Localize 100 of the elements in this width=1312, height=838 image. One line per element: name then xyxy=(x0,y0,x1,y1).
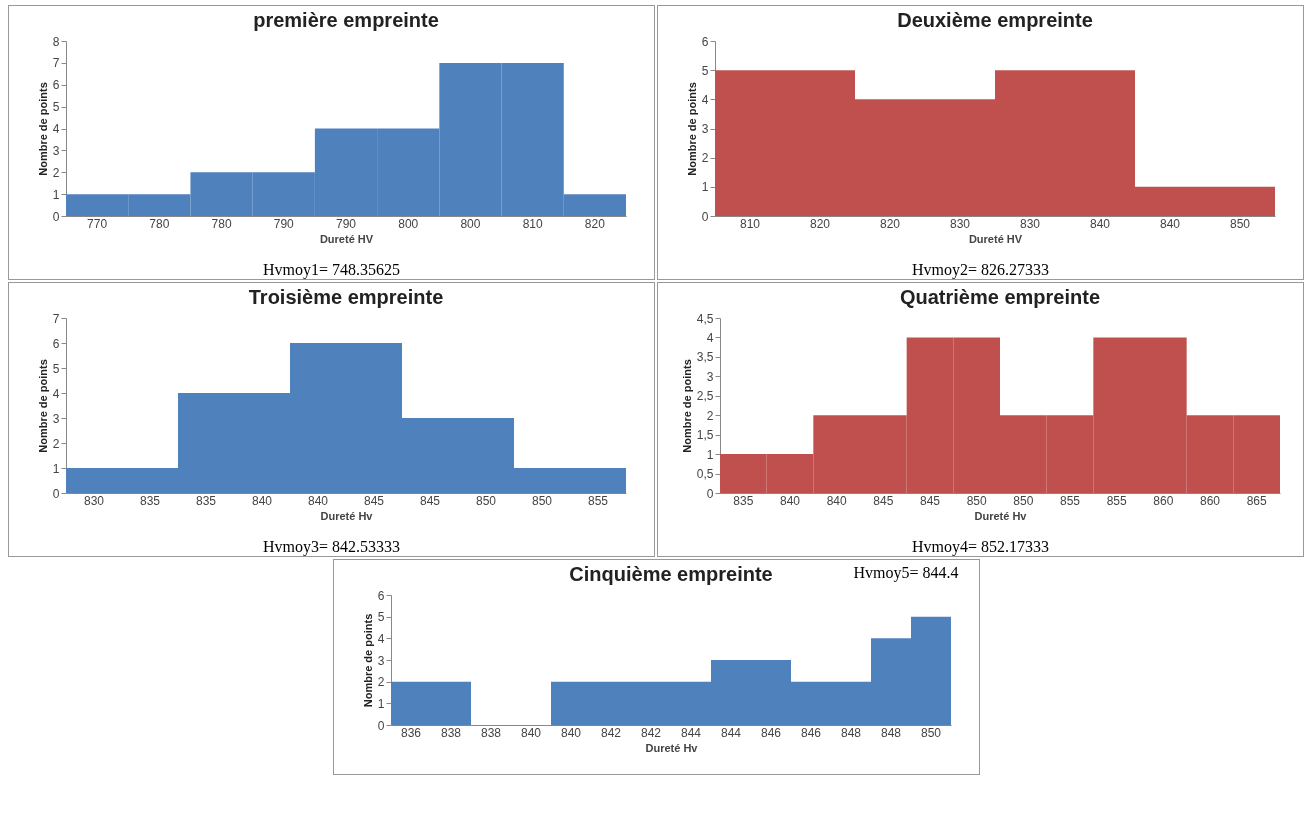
y-tick-label: 6 xyxy=(52,336,60,351)
y-tick-label: 2 xyxy=(52,165,60,180)
y-tick-label: 2,5 xyxy=(696,389,714,404)
x-tick-label: 780 xyxy=(211,216,232,231)
y-tick-label: 1 xyxy=(52,461,60,476)
x-tick-label: 842 xyxy=(600,725,621,740)
x-tick-label: 850 xyxy=(920,725,941,740)
y-tick-label: 4 xyxy=(52,386,60,401)
x-tick-label: 840 xyxy=(520,725,541,740)
y-axis-title: Nombre de points xyxy=(36,359,49,453)
chart-title: Troisième empreinte xyxy=(248,286,444,308)
x-tick-label: 790 xyxy=(273,216,295,231)
y-tick-label: 5 xyxy=(52,361,60,376)
y-tick-label: 0 xyxy=(706,486,714,501)
x-tick-label: 855 xyxy=(587,493,609,508)
y-tick-label: 1 xyxy=(701,180,709,195)
y-tick-label: 6 xyxy=(701,34,709,49)
x-axis-title: Dureté HV xyxy=(319,232,374,245)
x-tick-label: 830 xyxy=(1019,216,1041,231)
x-tick-label: 840 xyxy=(779,493,801,508)
x-tick-label: 850 xyxy=(531,493,553,508)
x-tick-label: 845 xyxy=(419,493,441,508)
x-tick-label: 860 xyxy=(1153,493,1174,508)
x-axis-title: Dureté Hv xyxy=(320,509,374,522)
chart-title: Deuxième empreinte xyxy=(897,9,1093,31)
x-tick-label: 835 xyxy=(195,493,217,508)
text: Hvmoy3= 842.53333 xyxy=(262,538,401,556)
x-tick-label: 780 xyxy=(149,216,170,231)
y-tick-label: 4 xyxy=(706,330,714,345)
x-tick-label: 846 xyxy=(800,725,821,740)
x-tick-label: 848 xyxy=(840,725,861,740)
text: Hvmoy1= 748.35625 xyxy=(262,261,401,279)
y-axis-title: Nombre de points xyxy=(680,359,693,453)
y-tick-label: 5 xyxy=(52,100,60,115)
x-tick-label: 810 xyxy=(739,216,761,231)
y-tick-label: 0 xyxy=(52,209,60,224)
x-tick-label: 844 xyxy=(680,725,701,740)
x-tick-label: 810 xyxy=(522,216,543,231)
x-tick-label: 830 xyxy=(949,216,971,231)
y-tick-label: 3 xyxy=(377,653,385,668)
y-tick-label: 4,5 xyxy=(696,311,714,326)
y-tick-label: 0 xyxy=(377,718,385,733)
y-tick-label: 3 xyxy=(52,411,60,426)
y-tick-label: 6 xyxy=(52,78,60,93)
x-tick-label: 845 xyxy=(363,493,385,508)
y-tick-label: 1,5 xyxy=(696,428,714,443)
x-tick-label: 840 xyxy=(826,493,847,508)
x-tick-label: 842 xyxy=(640,725,661,740)
y-tick-label: 0 xyxy=(52,486,60,501)
x-axis-title: Dureté Hv xyxy=(974,509,1028,522)
y-tick-label: 7 xyxy=(52,56,60,71)
x-tick-label: 820 xyxy=(809,216,831,231)
chart-title: première empreinte xyxy=(253,9,439,31)
y-tick-label: 4 xyxy=(701,92,709,107)
x-tick-label: 800 xyxy=(398,216,419,231)
x-tick-label: 845 xyxy=(919,493,941,508)
x-tick-label: 850 xyxy=(1013,493,1034,508)
y-tick-label: 1 xyxy=(52,187,60,202)
y-axis-title: Nombre de points xyxy=(685,82,698,176)
y-tick-label: 2 xyxy=(706,408,714,423)
x-tick-label: 830 xyxy=(83,493,105,508)
x-tick-label: 838 xyxy=(440,725,461,740)
x-axis-title: Dureté HV xyxy=(968,232,1023,245)
y-tick-label: 5 xyxy=(701,63,709,78)
y-tick-label: 5 xyxy=(377,610,385,625)
x-tick-label: 846 xyxy=(760,725,781,740)
x-tick-label: 770 xyxy=(87,216,108,231)
y-tick-label: 3 xyxy=(52,143,60,158)
x-tick-label: 840 xyxy=(251,493,273,508)
text: Hvmoy4= 852.17333 xyxy=(911,538,1050,556)
x-tick-label: 840 xyxy=(1159,216,1181,231)
x-tick-label: 850 xyxy=(475,493,497,508)
x-tick-label: 840 xyxy=(307,493,329,508)
x-tick-label: 790 xyxy=(335,216,357,231)
y-tick-label: 2 xyxy=(52,436,60,451)
x-axis-title: Dureté Hv xyxy=(645,741,698,754)
y-tick-label: 2 xyxy=(377,675,385,690)
y-tick-label: 6 xyxy=(377,588,385,603)
y-tick-label: 8 xyxy=(52,34,60,49)
y-tick-label: 3,5 xyxy=(696,350,714,365)
x-tick-label: 838 xyxy=(480,725,501,740)
y-tick-label: 0 xyxy=(701,209,709,224)
x-tick-label: 844 xyxy=(720,725,741,740)
x-tick-label: 820 xyxy=(879,216,901,231)
y-tick-label: 3 xyxy=(706,369,714,384)
text: Hvmoy5= 844.4 xyxy=(853,564,959,582)
x-tick-label: 850 xyxy=(966,493,987,508)
x-tick-label: 800 xyxy=(460,216,481,231)
y-tick-label: 1 xyxy=(377,696,385,711)
y-tick-label: 4 xyxy=(52,122,60,136)
y-tick-label: 1 xyxy=(706,447,714,462)
y-axis-title: Nombre de points xyxy=(361,613,374,708)
chart-title: Cinquième empreinte xyxy=(568,563,773,585)
x-tick-label: 855 xyxy=(1106,493,1127,508)
y-tick-label: 3 xyxy=(701,122,709,136)
x-tick-label: 850 xyxy=(1229,216,1251,231)
x-tick-label: 840 xyxy=(560,725,581,740)
y-tick-label: 2 xyxy=(701,151,709,166)
x-tick-label: 820 xyxy=(584,216,606,231)
x-tick-label: 840 xyxy=(1089,216,1111,231)
